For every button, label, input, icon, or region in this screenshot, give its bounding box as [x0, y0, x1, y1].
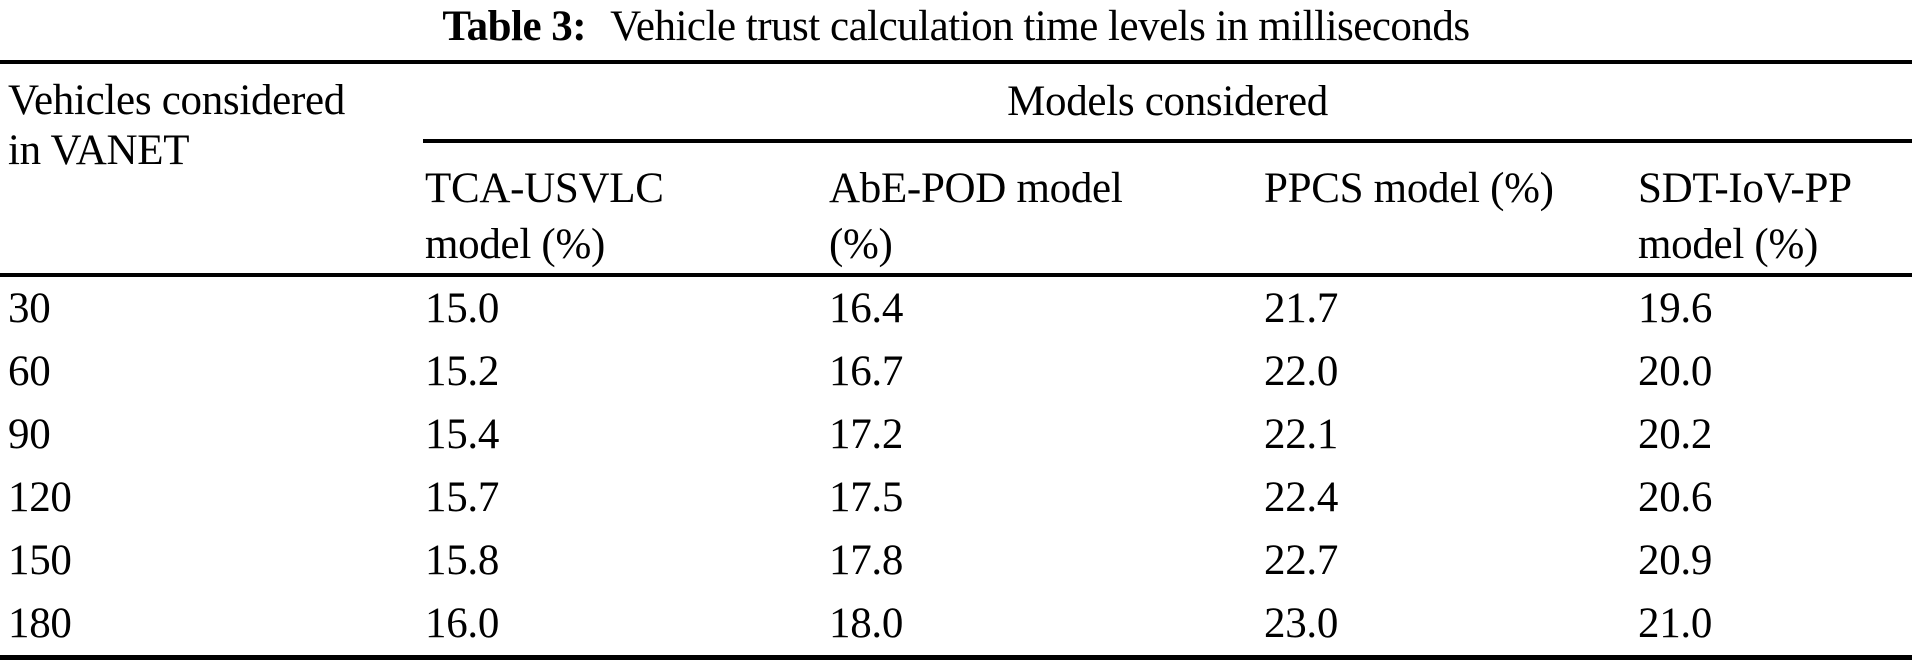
table-caption-label: Table 3:: [442, 3, 587, 50]
cell-abe-pod: 17.8: [829, 537, 904, 584]
header-row-models: TCA-USVLC model (%) AbE-POD model (%) PP…: [0, 141, 1912, 277]
cell-tca-usvlc: 15.0: [425, 285, 500, 332]
col-header-line: TCA-USVLC: [425, 165, 664, 212]
cell-abe-pod: 18.0: [829, 600, 904, 647]
vehicle-trust-table: Vehicles considered in VANET Models cons…: [0, 60, 1912, 660]
table-row: 30 15.0 16.4 21.7 19.6: [0, 275, 1912, 340]
col-header-ppcs: PPCS model (%): [1262, 141, 1636, 277]
cell-vehicles: 30: [8, 285, 51, 332]
cell-vehicles: 150: [8, 537, 72, 584]
cell-tca-usvlc: 15.8: [425, 537, 500, 584]
table-row: 150 15.8 17.8 22.7 20.9: [0, 529, 1912, 592]
table-row: 60 15.2 16.7 22.0 20.0: [0, 340, 1912, 403]
cell-sdt-iov-pp: 21.0: [1638, 600, 1713, 647]
row-group-header-line2: in VANET: [8, 127, 190, 174]
cell-abe-pod: 17.2: [829, 411, 904, 458]
cell-sdt-iov-pp: 20.9: [1638, 537, 1713, 584]
header-row-top: Vehicles considered in VANET Models cons…: [0, 62, 1912, 277]
cell-tca-usvlc: 15.7: [425, 474, 500, 521]
cell-abe-pod: 17.5: [829, 474, 904, 521]
col-header-line: model (%): [1638, 221, 1818, 268]
row-group-header: Vehicles considered in VANET: [0, 62, 423, 277]
cell-ppcs: 21.7: [1264, 285, 1339, 332]
cell-abe-pod: 16.7: [829, 348, 904, 395]
cell-ppcs: 22.1: [1264, 411, 1339, 458]
cell-vehicles: 180: [8, 600, 72, 647]
cell-ppcs: 22.0: [1264, 348, 1339, 395]
cell-tca-usvlc: 16.0: [425, 600, 500, 647]
cell-vehicles: 120: [8, 474, 72, 521]
cell-abe-pod: 16.4: [829, 285, 904, 332]
cell-sdt-iov-pp: 20.6: [1638, 474, 1713, 521]
table-caption: Table 3: Vehicle trust calculation time l…: [0, 0, 1912, 60]
cell-ppcs: 22.4: [1264, 474, 1339, 521]
models-considered-header: Models considered: [423, 62, 1912, 143]
cell-tca-usvlc: 15.4: [425, 411, 500, 458]
col-header-line: SDT-IoV-PP: [1638, 165, 1852, 212]
cell-vehicles: 60: [8, 348, 51, 395]
table-row: 120 15.7 17.5 22.4 20.6: [0, 466, 1912, 529]
table-row: 180 16.0 18.0 23.0 21.0: [0, 592, 1912, 658]
col-header-abe-pod: AbE-POD model (%): [827, 141, 1262, 277]
col-header-line: PPCS model (%): [1264, 165, 1554, 212]
cell-ppcs: 22.7: [1264, 537, 1339, 584]
table-caption-text: Vehicle trust calculation time levels in…: [610, 3, 1470, 50]
cell-sdt-iov-pp: 19.6: [1638, 285, 1713, 332]
col-header-tca-usvlc: TCA-USVLC model (%): [423, 141, 827, 277]
col-header-line: model (%): [425, 221, 605, 268]
cell-tca-usvlc: 15.2: [425, 348, 500, 395]
cell-sdt-iov-pp: 20.2: [1638, 411, 1713, 458]
col-header-sdt-iov-pp: SDT-IoV-PP model (%): [1636, 141, 1912, 277]
cell-ppcs: 23.0: [1264, 600, 1339, 647]
row-group-header-line1: Vehicles considered: [8, 77, 345, 124]
table-row: 90 15.4 17.2 22.1 20.2: [0, 403, 1912, 466]
cell-vehicles: 90: [8, 411, 51, 458]
cell-sdt-iov-pp: 20.0: [1638, 348, 1713, 395]
col-header-line: AbE-POD model: [829, 165, 1123, 212]
col-header-line: (%): [829, 221, 893, 268]
